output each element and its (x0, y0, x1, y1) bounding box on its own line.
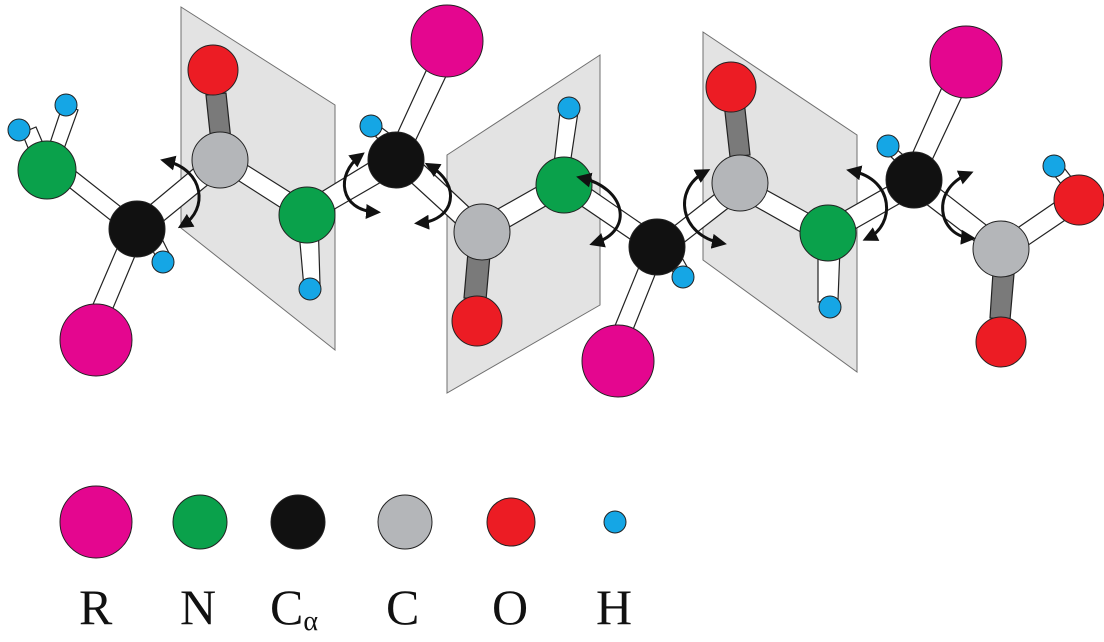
atom-r (59, 303, 133, 377)
atom-ca (628, 218, 686, 276)
atoms (7, 4, 1104, 398)
legend-label-ca-subscript: α (303, 606, 319, 637)
atom-c (453, 203, 511, 261)
legend-swatch-c (377, 494, 433, 550)
atom-h (671, 265, 695, 289)
atom-h (7, 118, 31, 142)
atom-r (410, 4, 484, 78)
atom-r (581, 324, 655, 398)
atom-h (298, 277, 322, 301)
legend-label-ca: Cα (270, 579, 319, 637)
atom-o (975, 316, 1027, 368)
rotation-arrow-psi-4b (941, 170, 976, 245)
rotation-arrow-phi-1 (160, 155, 201, 229)
legend-swatch-r (59, 485, 133, 559)
legend-label-r: R (79, 579, 113, 635)
legend-label-o: O (492, 579, 529, 635)
rotation-arrow-phi-4a (846, 165, 889, 241)
legend-swatches (59, 485, 627, 559)
atom-o (705, 61, 757, 113)
atom-h (1042, 154, 1066, 178)
atom-c (972, 220, 1030, 278)
rotation-arrow-psi-3b (683, 169, 727, 249)
atom-c (191, 131, 249, 189)
atom-o (1053, 174, 1104, 226)
atom-ca (367, 131, 425, 189)
atom-r (929, 25, 1003, 99)
atom-c (711, 154, 769, 212)
legend-swatch-h (603, 510, 627, 534)
atom-o (187, 44, 239, 96)
rotation-arrow-psi-2a (343, 152, 381, 219)
double-bond (989, 271, 1015, 321)
rotation-arrows (160, 152, 976, 249)
atom-n (278, 186, 336, 244)
legend-label-n: N (180, 579, 217, 635)
legend-label-c: C (386, 579, 420, 635)
atom-h (359, 114, 383, 138)
atom-n (799, 204, 857, 262)
atom-ca (885, 151, 943, 209)
atom-n (17, 140, 77, 200)
atom-h (876, 134, 900, 158)
legend-swatch-n (172, 494, 228, 550)
legend-label-h: H (596, 579, 633, 635)
atom-o (451, 295, 503, 347)
atom-h (557, 96, 581, 120)
rotation-arrow-phi-3a (576, 172, 622, 248)
rotation-arrow-psi-2b (414, 162, 452, 230)
atom-h (151, 250, 175, 274)
legend-swatch-o (486, 497, 536, 547)
atom-h (818, 295, 842, 319)
atom-ca (108, 200, 166, 258)
atom-n (535, 156, 593, 214)
atom-h (54, 93, 78, 117)
legend-swatch-ca (270, 494, 326, 550)
